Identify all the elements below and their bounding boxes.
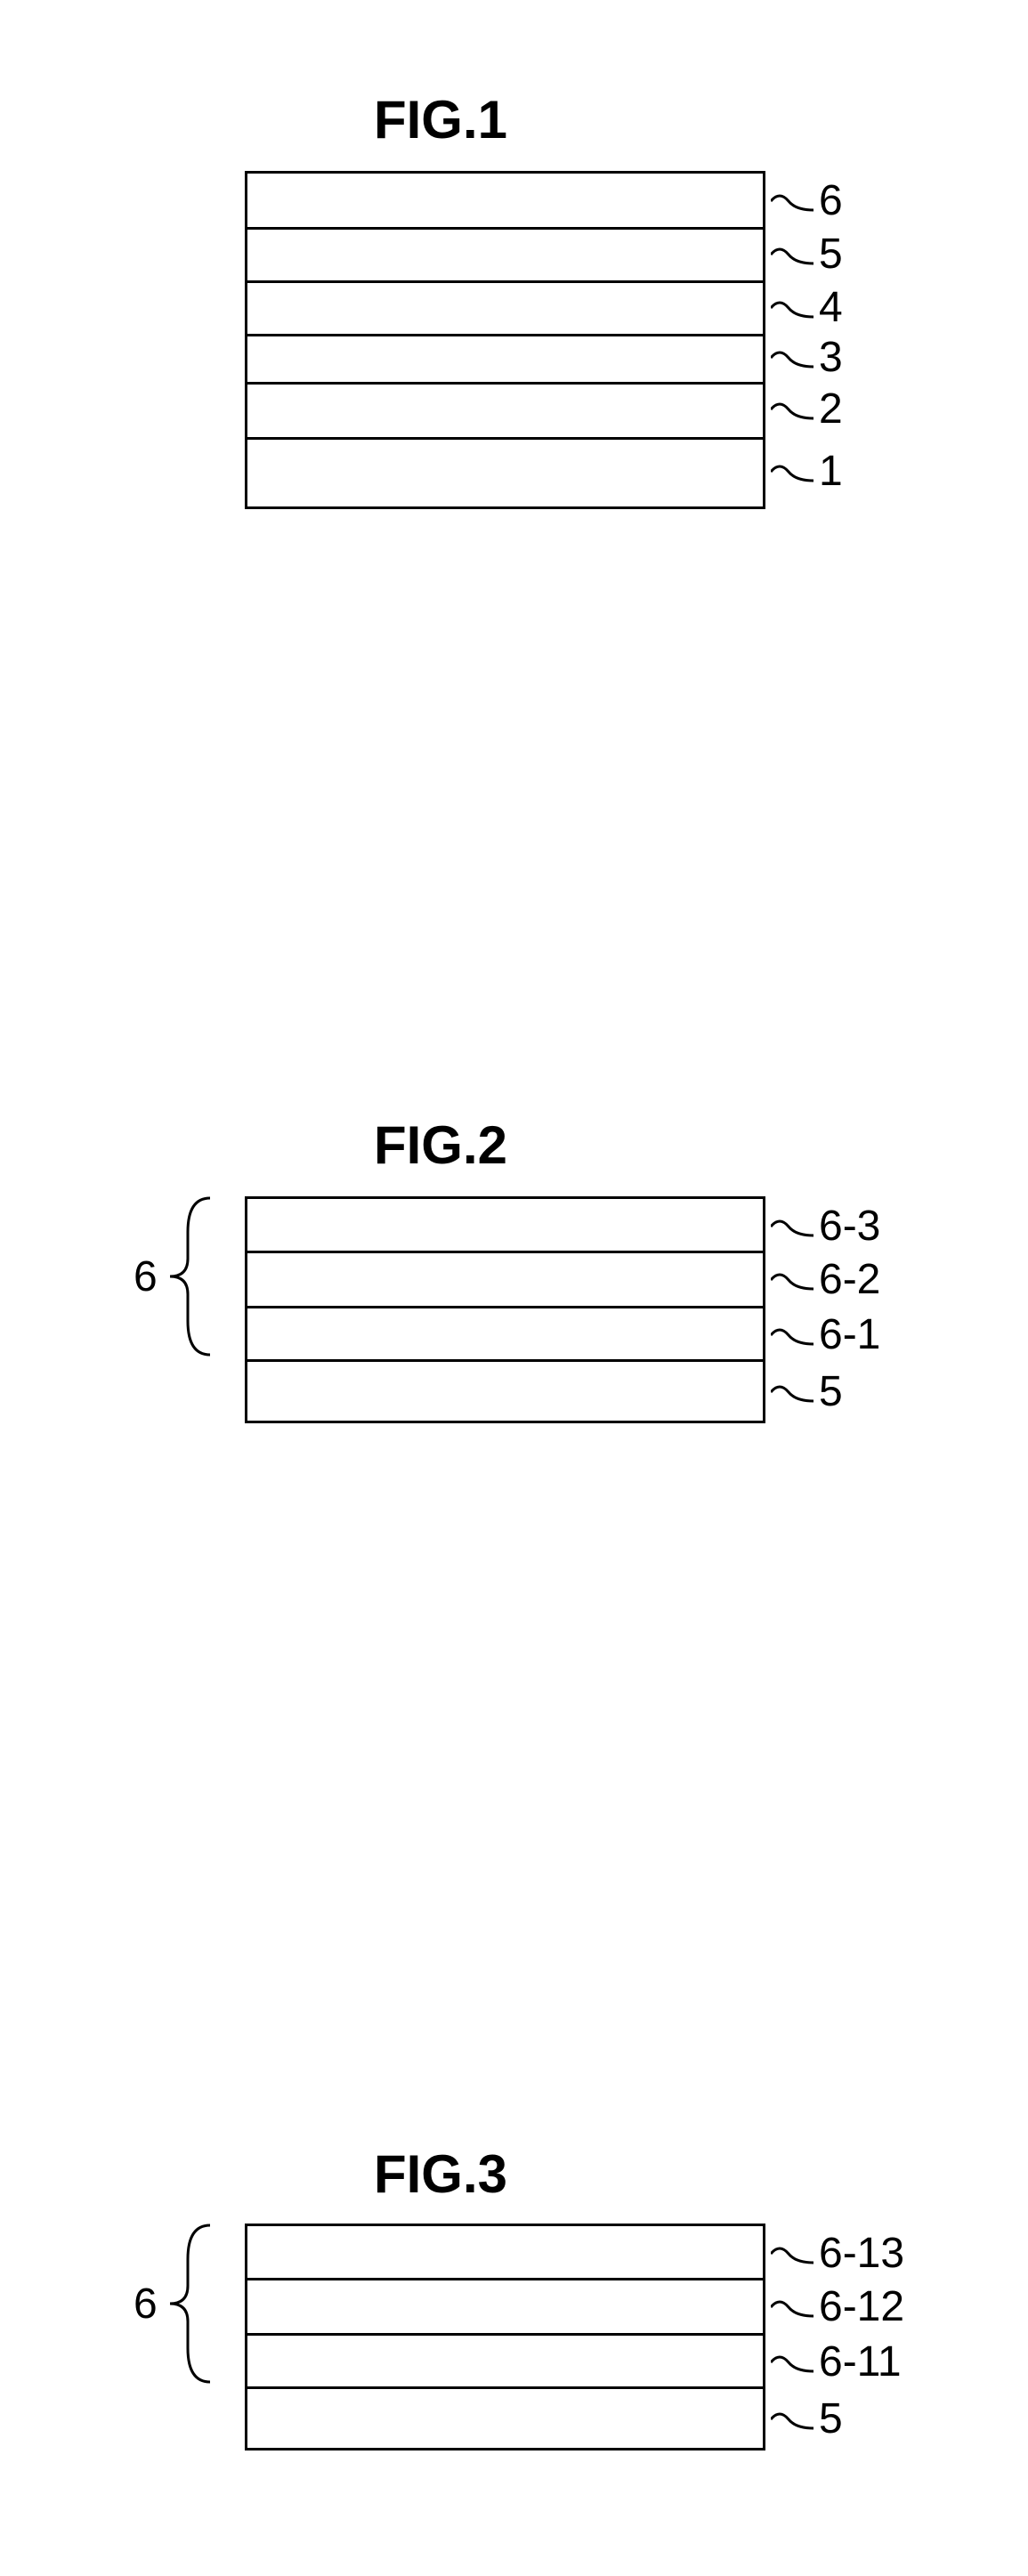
fig2-label-6-1-text: 6-1	[819, 1310, 880, 1359]
fig3-layer-6-12	[247, 2278, 763, 2333]
fig3-stack	[245, 2224, 765, 2450]
fig1-label-3: 3	[771, 333, 843, 382]
fig2-layer-6-2	[247, 1251, 763, 1306]
lead-line-icon	[771, 189, 813, 214]
lead-line-icon	[771, 459, 813, 484]
fig3-left-brace: 6	[134, 2224, 215, 2384]
fig1-layer-3	[247, 334, 763, 382]
fig2-label-6-2: 6-2	[771, 1255, 880, 1304]
lead-line-icon	[771, 1323, 813, 1348]
fig3-brace-label: 6	[134, 2280, 158, 2329]
fig1-label-1: 1	[771, 447, 843, 496]
brace-icon	[161, 1196, 215, 1357]
fig2-label-6-2-text: 6-2	[819, 1255, 880, 1304]
fig2-label-5: 5	[771, 1367, 843, 1416]
fig3-layer-6-13	[247, 2226, 763, 2278]
fig3-label-6-13-text: 6-13	[819, 2229, 904, 2278]
fig1-layer-1	[247, 437, 763, 512]
fig3-label-6-11: 6-11	[771, 2337, 902, 2386]
fig2-layer-6-1	[247, 1306, 763, 1359]
fig3-label-5-text: 5	[819, 2394, 843, 2443]
fig1-layer-5	[247, 227, 763, 280]
fig3-title-text: FIG.3	[374, 2144, 507, 2204]
page: FIG.1 6 5 4 3 2 1 FIG.2 6	[0, 0, 1028, 2576]
lead-line-icon	[771, 242, 813, 267]
fig3-label-6-12-text: 6-12	[819, 2282, 904, 2331]
fig3-title: FIG.3	[285, 2143, 596, 2205]
fig1-label-5-text: 5	[819, 230, 843, 279]
lead-line-icon	[771, 345, 813, 370]
lead-line-icon	[771, 1214, 813, 1239]
fig3-label-5: 5	[771, 2394, 843, 2443]
fig3-layer-6-11	[247, 2333, 763, 2386]
fig2-layer-5	[247, 1359, 763, 1426]
fig1-layer-6	[247, 174, 763, 227]
fig2-stack	[245, 1196, 765, 1423]
fig1-label-6: 6	[771, 176, 843, 225]
fig1-label-4: 4	[771, 283, 843, 332]
fig1-title-text: FIG.1	[374, 90, 507, 150]
lead-line-icon	[771, 2350, 813, 2375]
fig2-title: FIG.2	[285, 1114, 596, 1176]
fig1-layer-2	[247, 382, 763, 437]
fig2-layer-6-3	[247, 1199, 763, 1251]
fig1-label-6-text: 6	[819, 176, 843, 225]
lead-line-icon	[771, 1268, 813, 1292]
fig3-label-6-12: 6-12	[771, 2282, 904, 2331]
fig1-title: FIG.1	[285, 89, 596, 150]
fig1-label-1-text: 1	[819, 447, 843, 496]
fig2-title-text: FIG.2	[374, 1115, 507, 1175]
fig3-label-6-11-text: 6-11	[819, 2337, 902, 2386]
fig2-label-6-3-text: 6-3	[819, 1202, 880, 1251]
lead-line-icon	[771, 2295, 813, 2320]
lead-line-icon	[771, 1380, 813, 1405]
fig1-label-2-text: 2	[819, 385, 843, 433]
lead-line-icon	[771, 2407, 813, 2432]
lead-line-icon	[771, 397, 813, 422]
brace-icon	[161, 2224, 215, 2384]
fig2-left-brace: 6	[134, 1196, 215, 1357]
fig1-label-3-text: 3	[819, 333, 843, 382]
lead-line-icon	[771, 2241, 813, 2266]
fig1-label-5: 5	[771, 230, 843, 279]
fig3-label-6-13: 6-13	[771, 2229, 904, 2278]
fig2-label-6-1: 6-1	[771, 1310, 880, 1359]
fig2-label-5-text: 5	[819, 1367, 843, 1416]
fig1-label-2: 2	[771, 385, 843, 433]
fig3-layer-5	[247, 2386, 763, 2453]
fig1-stack	[245, 171, 765, 509]
fig2-label-6-3: 6-3	[771, 1202, 880, 1251]
fig2-brace-label: 6	[134, 1252, 158, 1301]
lead-line-icon	[771, 296, 813, 320]
fig1-layer-4	[247, 280, 763, 334]
fig1-label-4-text: 4	[819, 283, 843, 332]
